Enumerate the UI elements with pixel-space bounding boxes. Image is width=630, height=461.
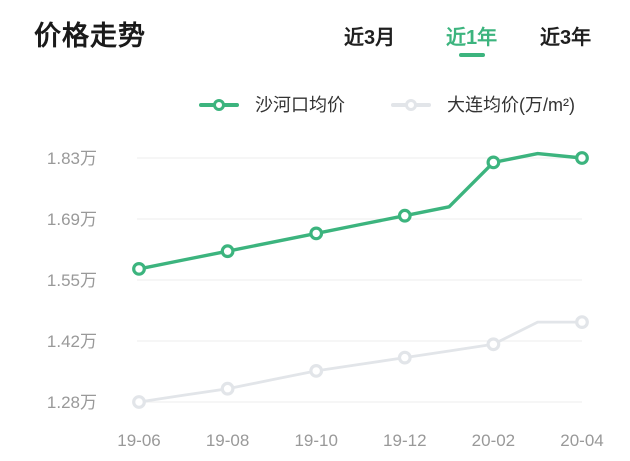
line-marker-icon (199, 99, 239, 111)
y-axis-label: 1.42万 (47, 332, 97, 351)
data-point-shahekou-19-06 (132, 262, 146, 276)
chart-legend: 沙河口均价 大连均价(万/m²) (199, 95, 575, 115)
legend-label-dalian: 大连均价(万/m²) (447, 95, 575, 115)
page-title: 价格走势 (34, 21, 146, 51)
circle-marker-icon (213, 99, 225, 111)
tab-1-year-label: 近1年 (446, 27, 498, 49)
series-line-dalian (137, 320, 584, 404)
data-point-dalian-19-06 (132, 395, 146, 409)
line-marker-icon (391, 99, 431, 111)
y-axis-label: 1.28万 (47, 393, 97, 412)
tab-3-years[interactable]: 近3年 (540, 24, 591, 52)
data-point-shahekou-19-10 (309, 226, 324, 241)
data-point-shahekou-19-12 (397, 208, 412, 223)
circle-marker-icon (405, 99, 417, 111)
legend-label-shahekou: 沙河口均价 (255, 95, 345, 115)
tab-1-year[interactable]: 近1年 (446, 24, 498, 57)
data-point-dalian-19-08 (220, 381, 235, 396)
x-axis-label: 20-02 (472, 431, 515, 450)
tab-3-months[interactable]: 近3月 (344, 24, 395, 52)
data-point-dalian-20-02 (486, 337, 501, 352)
data-point-dalian-19-12 (397, 350, 412, 365)
data-point-shahekou-19-08 (220, 244, 235, 259)
x-axis-label: 20-04 (560, 431, 603, 450)
legend-item-dalian: 大连均价(万/m²) (391, 95, 575, 115)
data-point-dalian-20-04 (575, 315, 589, 330)
tab-3-months-label: 近3月 (344, 27, 396, 49)
data-point-dalian-19-10 (309, 364, 324, 378)
data-point-shahekou-20-02 (486, 155, 501, 170)
x-axis-label: 19-10 (294, 431, 337, 450)
x-axis-label: 19-08 (206, 431, 249, 450)
y-axis-label: 1.55万 (47, 271, 97, 290)
x-axis-label: 19-06 (117, 431, 160, 450)
x-axis-label: 19-12 (383, 431, 426, 450)
y-axis-label: 1.69万 (47, 210, 97, 229)
series-line-shahekou (137, 151, 584, 271)
legend-item-shahekou: 沙河口均价 (199, 95, 345, 115)
active-tab-indicator (458, 53, 485, 57)
y-axis-label: 1.83万 (47, 149, 97, 168)
data-point-shahekou-20-04 (575, 151, 589, 165)
tab-3-years-label: 近3年 (540, 27, 592, 49)
